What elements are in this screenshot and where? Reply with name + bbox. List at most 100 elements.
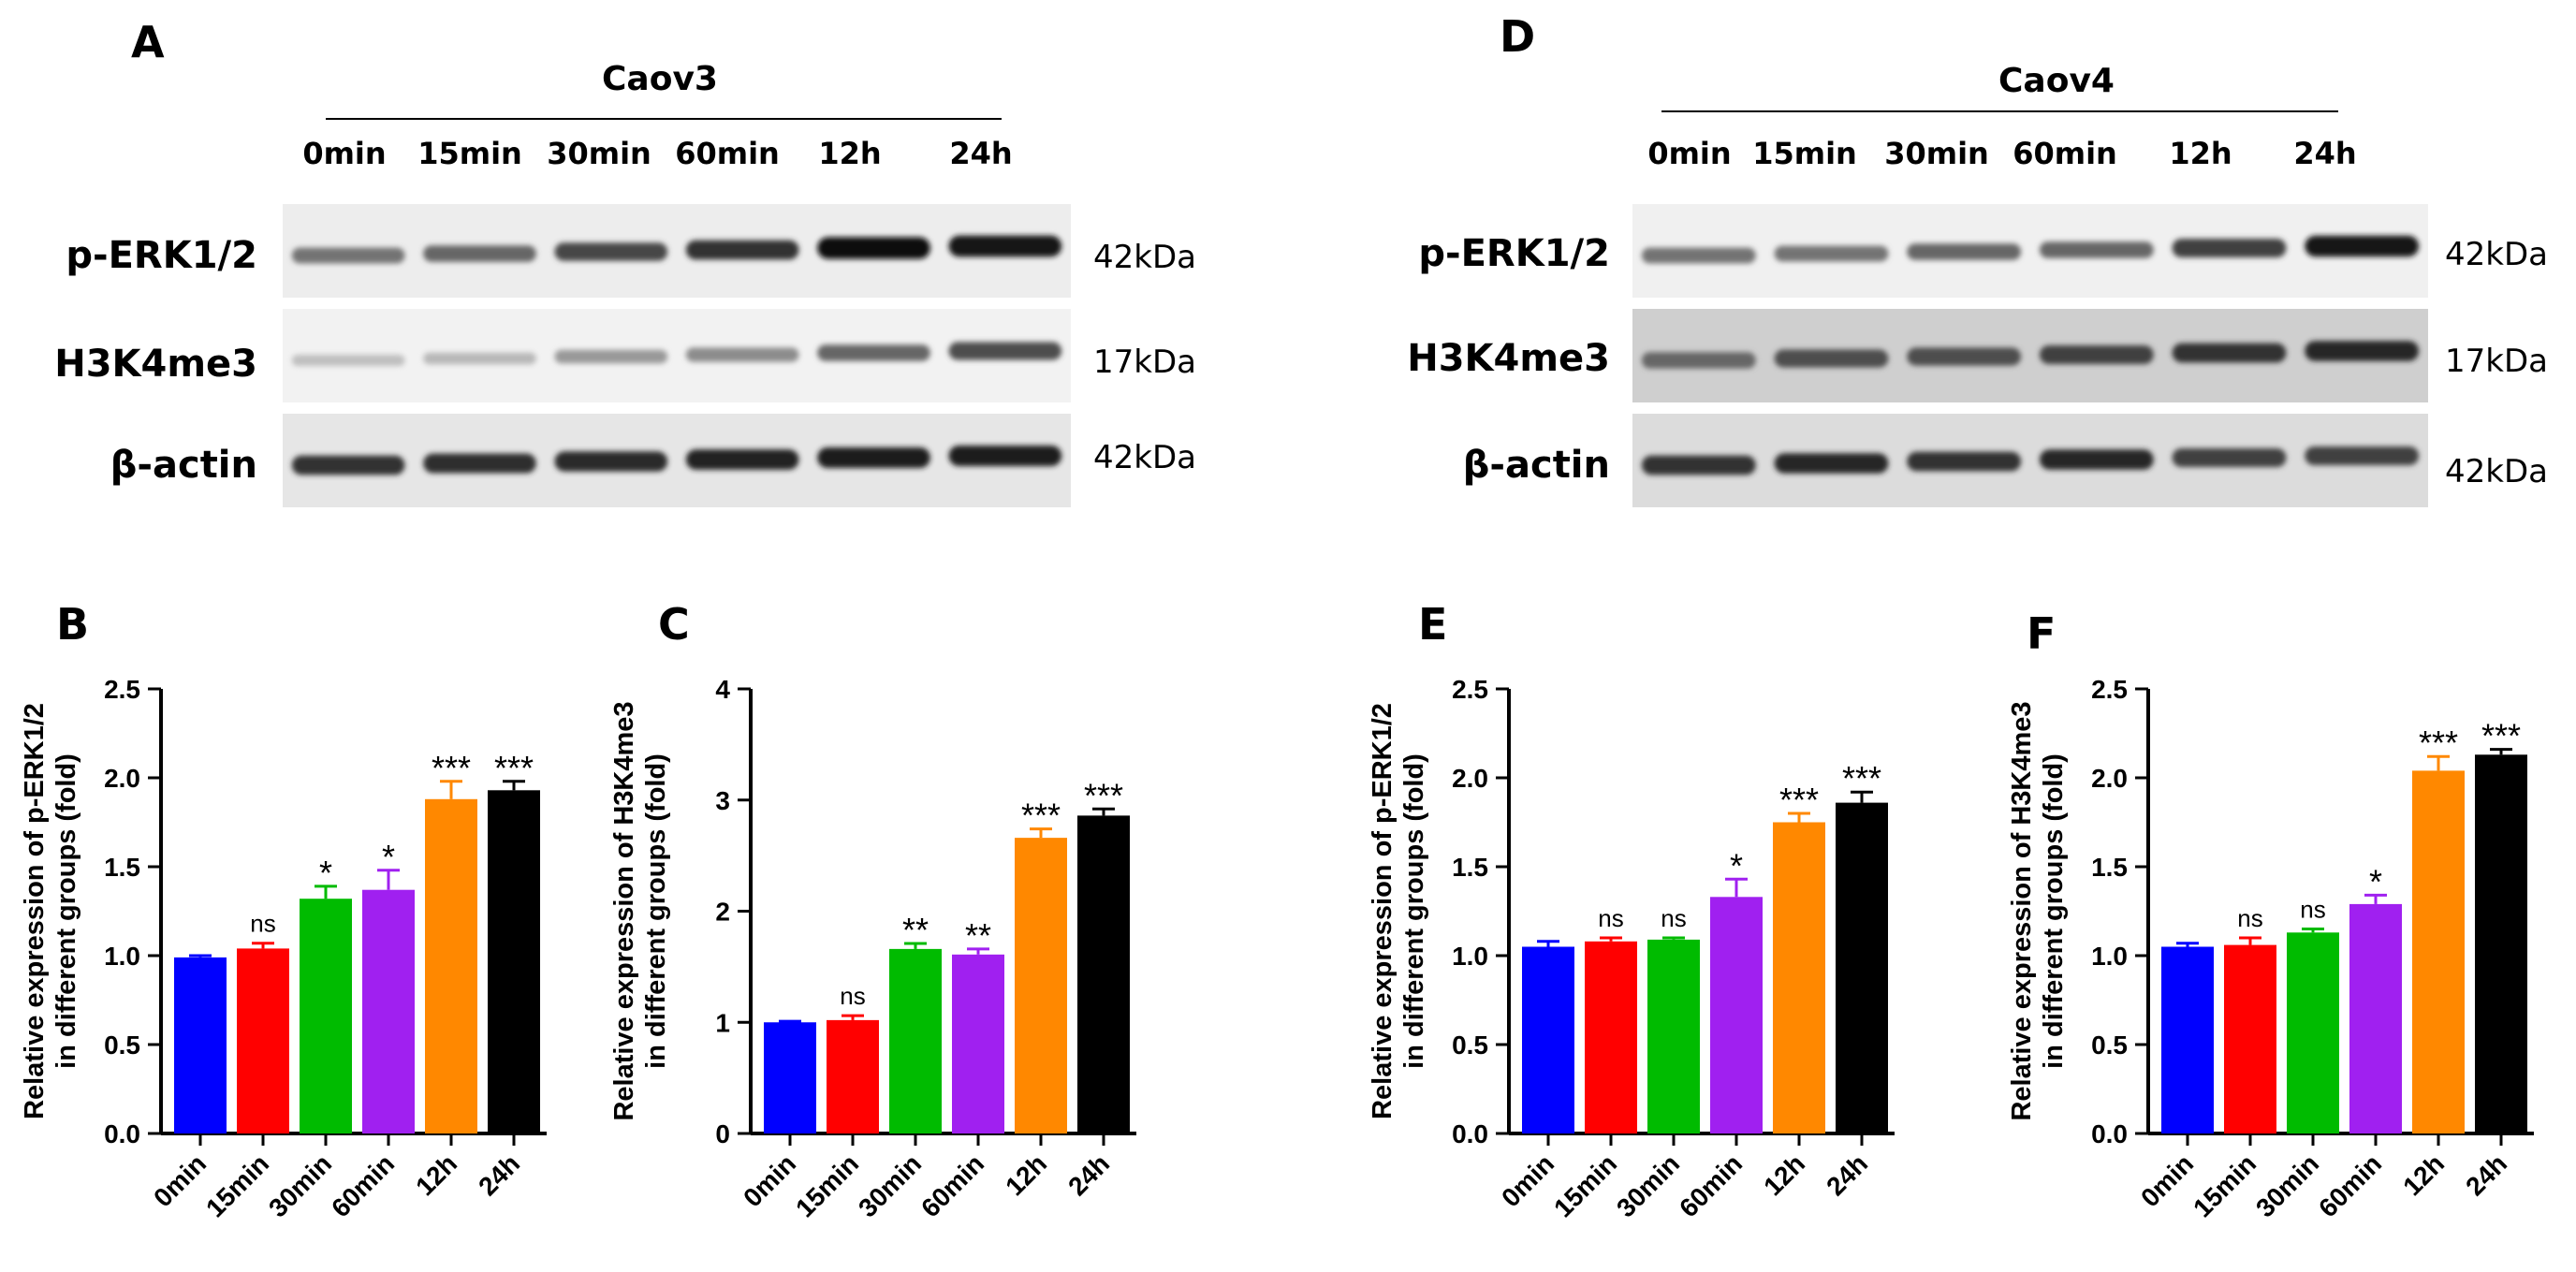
bar	[1077, 815, 1130, 1133]
y-tick-label: 0.5	[1452, 1031, 1488, 1060]
bar	[1585, 941, 1637, 1133]
y-tick-label: 1.5	[104, 853, 140, 882]
blot-band	[2039, 449, 2154, 470]
y-tick-label: 1.0	[104, 942, 140, 971]
blot-band	[948, 445, 1062, 467]
y-tick-label: 2	[715, 898, 730, 927]
significance-label: ns	[2300, 896, 2325, 924]
bar	[764, 1022, 816, 1133]
blot-size-label: 17kDa	[2445, 343, 2548, 380]
blot-band	[817, 344, 930, 361]
cell-line-underline	[1661, 110, 2338, 112]
significance-label: ***	[494, 749, 534, 787]
lane-label: 0min	[1647, 136, 1732, 171]
x-tick-label: 60min	[1674, 1148, 1748, 1222]
bar	[1647, 939, 1700, 1133]
x-tick-label: 30min	[1611, 1148, 1685, 1222]
y-tick-label: 1.0	[2091, 942, 2128, 971]
western-blot-image-d	[1632, 204, 2428, 507]
lane-label: 12h	[2169, 136, 2232, 171]
bar	[488, 790, 540, 1133]
bar	[2161, 946, 2214, 1133]
y-tick-label: 1	[715, 1008, 730, 1037]
panel-letter-b: B	[56, 599, 90, 650]
x-tick-label: 60min	[915, 1148, 989, 1222]
significance-label: ***	[1084, 776, 1123, 814]
x-tick-label: 60min	[326, 1148, 400, 1222]
bar	[952, 954, 1004, 1133]
y-tick-label: 0.0	[104, 1119, 140, 1148]
y-tick-label: 0.5	[104, 1031, 140, 1060]
bar	[362, 889, 415, 1133]
significance-label: ns	[250, 910, 275, 938]
y-tick-label: 3	[715, 786, 730, 815]
bar	[889, 948, 942, 1133]
panel-letter-a: A	[131, 17, 165, 67]
blot-cell-line-title: Caov3	[602, 60, 718, 98]
x-tick-label: 24h	[1062, 1148, 1115, 1201]
y-tick-label: 0	[715, 1119, 730, 1148]
blot-band	[423, 453, 536, 474]
bar	[2287, 932, 2339, 1133]
blot-row-label: β-actin	[1462, 444, 1610, 487]
bar	[300, 899, 352, 1133]
bar	[174, 957, 227, 1133]
y-axis-title: Relative expression of p-ERK1/2	[20, 703, 50, 1119]
bar-chart-b: 0.0 0.5 1.0 1.5 2.0 2.5 Relative expression of…	[20, 675, 547, 1222]
blot-band	[1641, 247, 1756, 264]
significance-label: ns	[1661, 904, 1686, 932]
blot-strip	[1632, 414, 2428, 507]
x-tick-label: 15min	[200, 1148, 274, 1222]
blot-band	[1907, 243, 2022, 260]
significance-label: ***	[2419, 724, 2458, 762]
y-tick-label: 2.0	[2091, 764, 2128, 793]
lane-label: 24h	[2293, 136, 2357, 171]
blot-strip	[283, 204, 1071, 298]
x-tick-label: 12h	[410, 1148, 462, 1201]
blot-band	[948, 235, 1062, 257]
panel-letter-f: F	[2027, 608, 2056, 659]
blot-row-label: β-actin	[110, 444, 257, 487]
panel-letter-d: D	[1500, 11, 1536, 62]
significance-label: ***	[2481, 717, 2521, 755]
significance-label: *	[382, 838, 395, 876]
x-tick-label: 30min	[2250, 1148, 2324, 1222]
lane-label: 0min	[302, 136, 387, 171]
lane-label: 30min	[547, 136, 651, 171]
lane-label: 15min	[417, 136, 522, 171]
blot-band	[2172, 448, 2287, 467]
bar-chart-e: 0.0 0.5 1.0 1.5 2.0 2.5 Relative expression of…	[1368, 675, 1895, 1222]
y-tick-label: 0.0	[1452, 1119, 1488, 1148]
x-tick-label: 12h	[1758, 1148, 1810, 1201]
bar	[1015, 838, 1067, 1133]
significance-label: ***	[1842, 759, 1881, 797]
blot-band	[817, 446, 930, 469]
blot-band	[1774, 245, 1889, 262]
y-tick-label: 0.5	[2091, 1031, 2128, 1060]
significance-label: ***	[1779, 781, 1819, 819]
blot-band	[291, 455, 405, 475]
blot-row-label: p-ERK1/2	[66, 234, 257, 277]
blot-band	[685, 449, 799, 470]
significance-label: ns	[840, 982, 865, 1010]
significance-label: *	[319, 854, 332, 892]
blot-band	[948, 342, 1062, 360]
bar	[1773, 822, 1825, 1133]
x-tick-label: 60min	[2313, 1148, 2387, 1222]
y-axis-title: Relative expression of H3K4me3	[2007, 701, 2037, 1120]
panel-letter-c: C	[658, 599, 690, 650]
y-tick-label: 0.0	[2091, 1119, 2128, 1148]
y-tick-label: 2.5	[1452, 675, 1488, 704]
bar	[2224, 944, 2276, 1133]
y-tick-label: 1.0	[1452, 942, 1488, 971]
blot-size-label: 42kDa	[1093, 439, 1196, 476]
blot-band	[2172, 239, 2287, 257]
x-tick-label: 30min	[853, 1148, 927, 1222]
y-axis-title: in different groups (fold)	[51, 753, 81, 1069]
blot-band	[2039, 345, 2154, 364]
x-tick-label: 24h	[2460, 1148, 2512, 1201]
x-tick-label: 15min	[2188, 1148, 2261, 1222]
y-axis-title: in different groups (fold)	[641, 753, 671, 1069]
x-tick-label: 24h	[1821, 1148, 1873, 1201]
significance-label: **	[902, 911, 929, 949]
